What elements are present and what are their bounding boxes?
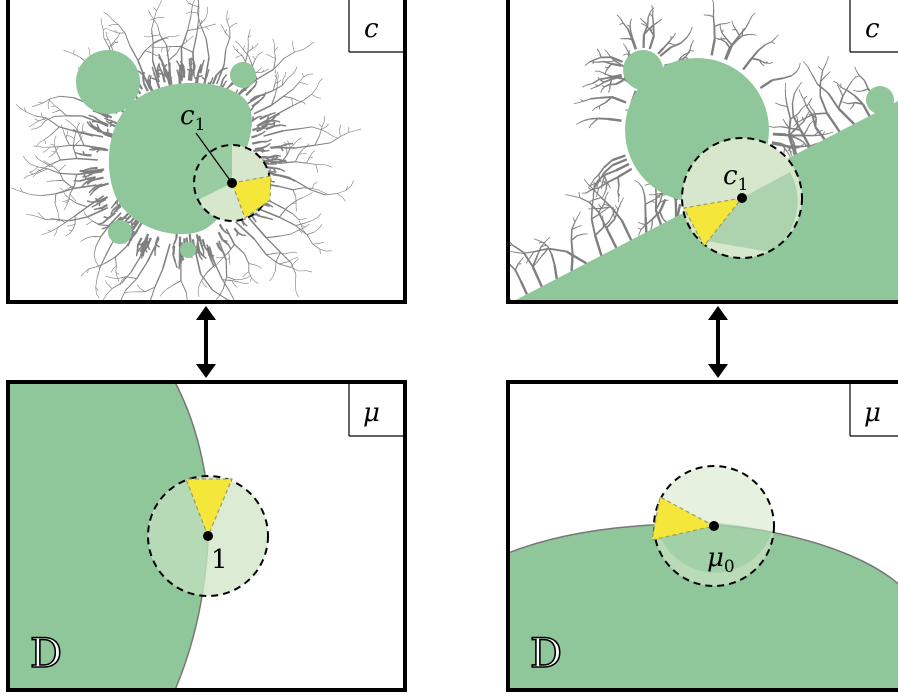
panel-bottom-left: 1 D [8, 382, 269, 690]
label-D-left: D [30, 631, 62, 677]
corner-tl: c [348, 0, 405, 53]
corner-tr: c [849, 0, 898, 53]
yellow-sector-bl [185, 478, 233, 538]
label-c1: c1 [180, 101, 205, 135]
frame-bottom-right [506, 380, 898, 692]
disk-inside-region-right [700, 172, 798, 252]
yellow-sector-right [683, 197, 744, 248]
frame-bottom-left [6, 380, 407, 692]
panel-bottom-right: μ0 D [508, 465, 898, 690]
panel-top-left: c1 [11, 0, 362, 302]
neighborhood-circle-right [681, 137, 803, 259]
frame-top-right [506, 0, 898, 304]
disk-inside-br [656, 521, 772, 573]
corner-label-mu-right: μ [864, 398, 881, 428]
neighborhood-circle-br [653, 465, 775, 587]
label-mu0: μ0 [707, 543, 735, 577]
point-one [203, 531, 213, 541]
bulb-top [76, 50, 140, 114]
corner-label-c-right: c [865, 14, 880, 44]
frame-top-left [6, 0, 407, 304]
arrow-right [708, 306, 728, 378]
point-c1 [227, 178, 237, 188]
arrow-left [196, 306, 216, 378]
point-mu0 [709, 521, 719, 531]
point-c1-right [737, 193, 747, 203]
corner-bl: μ [348, 384, 405, 437]
label-D-right: D [530, 631, 562, 677]
label-c1-right: c1 [723, 161, 748, 195]
corner-br: μ [849, 384, 898, 437]
label-one: 1 [211, 545, 228, 575]
panel-top-right: c1 [508, 0, 898, 302]
corner-label-c-left: c [364, 14, 379, 44]
leader-line [195, 132, 233, 184]
bulb-small-right [230, 62, 256, 88]
yellow-sector-br [651, 496, 716, 541]
neighborhood-circle-bl [147, 475, 269, 597]
bulb-bottom [108, 220, 132, 244]
disk-inside-bl [149, 477, 209, 596]
corner-label-mu-left: μ [363, 398, 380, 428]
bulb-bottom-small [180, 242, 196, 258]
yellow-sector [231, 175, 272, 219]
